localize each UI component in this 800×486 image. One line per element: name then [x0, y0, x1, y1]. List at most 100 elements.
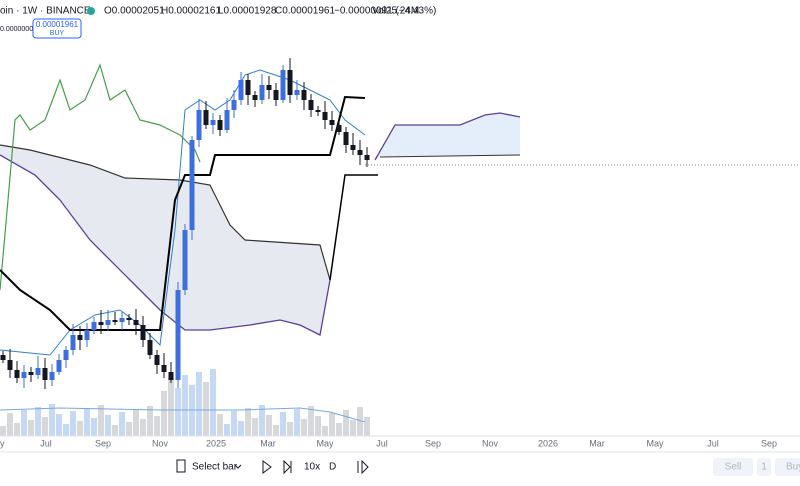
interval[interactable]: D — [329, 462, 336, 473]
select-bar[interactable]: Select bar — [192, 462, 238, 473]
candle-body — [301, 90, 307, 100]
volume-bar — [245, 408, 251, 436]
volume-bar — [161, 391, 167, 436]
step[interactable] — [283, 459, 292, 475]
candle-body — [280, 70, 286, 100]
tenkan-line — [0, 69, 366, 356]
candle-body — [175, 290, 181, 380]
volume-bar — [315, 416, 321, 436]
buy-price[interactable]: 0.00001961 — [36, 20, 79, 29]
candle-body — [168, 372, 174, 380]
candle-body — [63, 350, 69, 360]
volume-value: Vol25.24M — [372, 6, 419, 17]
volume-bar — [168, 378, 174, 436]
time-label: Sep — [425, 438, 441, 448]
time-label: Nov — [482, 438, 499, 448]
candle-body — [112, 320, 118, 322]
close: C0.00001961 — [275, 6, 335, 17]
left-price: 0.00000001 — [0, 26, 37, 33]
candle-body — [189, 140, 195, 230]
candle-body — [84, 330, 90, 340]
status-dot — [87, 7, 95, 15]
candle-body — [224, 110, 230, 130]
skip[interactable] — [357, 459, 369, 475]
time-label: 2026 — [538, 438, 558, 448]
time-axis: y Jul Sep Nov 2025 Mar May Jul Sep Nov 2026 Mar May J… — [0, 438, 777, 448]
time-label: Mar — [589, 438, 605, 448]
volume-bar — [35, 407, 41, 436]
volume-bar — [238, 421, 244, 436]
candle-body — [336, 125, 342, 132]
volume-bar — [98, 405, 104, 436]
time-label: Sep — [761, 438, 777, 448]
volume-bar — [343, 410, 349, 436]
buy[interactable]: Buy — [786, 462, 800, 473]
candle-body — [35, 368, 41, 375]
volume-bar — [154, 416, 160, 436]
volume-bar — [21, 410, 27, 436]
buy-label[interactable]: BUY — [50, 30, 65, 37]
volume-bar — [0, 426, 6, 436]
candles — [0, 58, 370, 389]
volume-bar — [322, 426, 328, 436]
volume-bar — [105, 415, 111, 436]
candle-body — [91, 322, 97, 330]
cloud-fill — [0, 145, 330, 335]
candle-body — [70, 335, 76, 350]
dropdown[interactable] — [234, 464, 242, 469]
candle-body — [252, 95, 258, 100]
candle-body — [140, 325, 146, 340]
candle-body — [119, 318, 125, 322]
candle-body — [343, 132, 349, 145]
candle-body — [203, 110, 209, 125]
volume-bar — [280, 412, 286, 436]
future-span-b — [374, 112, 521, 161]
volume-bar — [210, 369, 216, 436]
candle-body — [231, 100, 237, 110]
quantity[interactable]: 1 — [761, 462, 767, 473]
candle-body — [217, 120, 223, 130]
select-bar-icon[interactable] — [176, 459, 186, 473]
candle-body — [287, 70, 293, 95]
volume-bar — [294, 409, 300, 436]
ichimoku — [0, 63, 521, 356]
time-label: y — [0, 438, 5, 448]
candle-body — [308, 100, 314, 110]
candle-body — [49, 372, 55, 380]
volume-bar — [196, 372, 202, 436]
candle-body — [266, 85, 272, 90]
speed[interactable]: 10x — [304, 462, 320, 473]
volume — [0, 369, 370, 436]
volume-bar — [147, 406, 153, 436]
volume-bar — [259, 405, 265, 436]
candle-body — [0, 355, 6, 360]
volume-bar — [91, 418, 97, 436]
volume-bar — [56, 414, 62, 436]
volume-bar — [189, 385, 195, 436]
candle-body — [126, 318, 132, 320]
candle-body — [42, 368, 48, 380]
volume-bar — [287, 422, 293, 436]
candle-body — [245, 80, 251, 95]
volume-bar — [77, 421, 83, 436]
candle-body — [273, 90, 279, 100]
volume-bar — [273, 425, 279, 436]
volume-bar — [42, 417, 48, 436]
future-cloud — [375, 113, 520, 160]
quantity-box[interactable] — [757, 458, 771, 476]
sell[interactable]: Sell — [725, 462, 742, 473]
time-label: May — [316, 438, 334, 448]
sell-button[interactable] — [713, 458, 753, 476]
volume-bar — [112, 425, 118, 436]
candle-body — [56, 360, 62, 372]
candle-body — [133, 320, 139, 325]
candle-body — [294, 90, 300, 95]
candle-body — [322, 112, 328, 120]
candle-body — [28, 372, 34, 375]
change: −0.00000091 (−4.43%) — [334, 6, 436, 17]
play[interactable] — [262, 460, 272, 474]
buy-toolbar-button[interactable] — [775, 458, 800, 476]
volume-bar — [357, 407, 363, 436]
buy-button[interactable] — [32, 18, 82, 39]
